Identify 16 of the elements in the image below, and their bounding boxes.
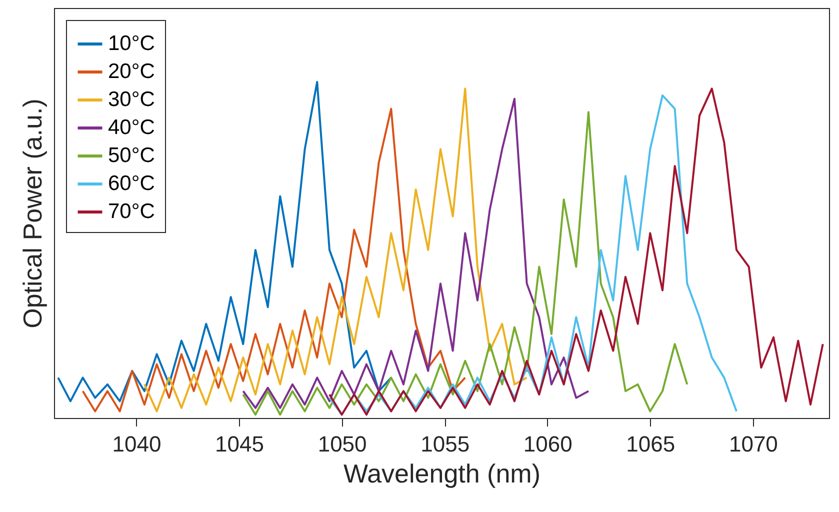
x-axis-title: Wavelength (nm) [344,458,540,488]
x-tick-label: 1045 [215,432,264,456]
legend-label: 70°C [108,200,155,223]
x-tick-label: 1060 [523,432,572,456]
legend-label: 20°C [108,60,155,83]
y-axis-title: Optical Power (a.u.) [18,98,48,328]
x-tick-label: 1065 [626,432,676,456]
x-tick-label: 1050 [318,432,367,456]
legend-label: 60°C [108,172,155,195]
x-tick-label: 1070 [728,432,778,456]
legend-label: 10°C [108,32,155,55]
x-tick-label: 1055 [420,432,470,456]
x-tick-label: 1040 [112,432,162,456]
legend-label: 30°C [108,88,155,111]
legend-label: 40°C [108,116,155,139]
legend-label: 50°C [108,144,155,167]
